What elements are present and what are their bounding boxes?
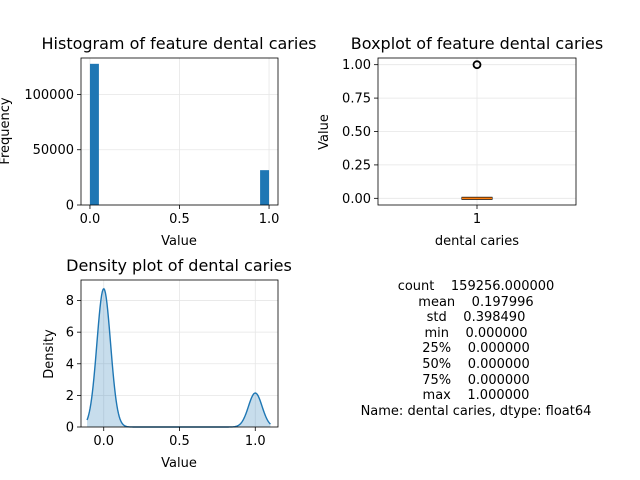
stat-row: count 159256.000000	[397, 279, 555, 294]
density-ylabel: Density	[42, 329, 57, 379]
stat-row: min 0.000000	[424, 325, 528, 341]
boxplot-y-tick-label: 0.50	[342, 125, 371, 140]
stat-row: mean 0.197996	[418, 294, 534, 310]
histogram-x-tick-label: 1.0	[259, 212, 280, 227]
density-y-tick-label: 0	[66, 421, 74, 436]
boxplot-marks	[461, 60, 493, 200]
histogram-title: Histogram of feature dental caries	[42, 34, 317, 53]
boxplot-grid	[378, 58, 576, 205]
boxplot-outlier	[472, 60, 482, 70]
histogram-x-tick-label: 0.0	[80, 212, 101, 227]
density-y-tick-label: 8	[66, 294, 74, 309]
stat-row: 50% 0.000000	[422, 356, 530, 372]
density-x-tick-label: 0.5	[169, 434, 190, 449]
density-y-tick-label: 6	[66, 326, 74, 341]
histogram-bars	[89, 63, 270, 205]
histogram-bar	[89, 63, 99, 205]
boxplot-x-tick-label: 1	[473, 212, 481, 227]
histogram-bar	[260, 170, 270, 205]
boxplot-y-ticks: 0.00 0.25 0.50 0.75 1.00	[342, 58, 378, 207]
density-y-tick-label: 2	[66, 389, 74, 404]
density-x-tick-label: 1.0	[245, 434, 266, 449]
boxplot-y-tick-label: 1.00	[342, 58, 371, 73]
stat-row: std 0.398490	[426, 310, 526, 326]
stat-row: 25% 0.000000	[422, 341, 530, 357]
histogram-xlabel: Value	[161, 234, 197, 249]
histogram-grid	[81, 58, 278, 206]
boxplot-y-tick-label: 0.00	[342, 192, 371, 207]
histogram-y-ticks: 0 50000 100000	[24, 88, 81, 214]
density-xlabel: Value	[161, 456, 197, 471]
summary-statistics: count 159256.000000 mean 0.197996 std 0.39…	[330, 279, 622, 419]
density-panel: Density plot of dental caries 0.0 0.5 1.0 …	[42, 256, 292, 471]
density-area	[87, 288, 271, 427]
histogram-ylabel: Frequency	[0, 97, 13, 164]
boxplot-y-tick-label: 0.25	[342, 158, 371, 173]
histogram-x-tick-label: 0.5	[169, 212, 190, 227]
density-x-ticks: 0.0 0.5 1.0	[93, 427, 266, 449]
histogram-y-tick-label: 100000	[24, 88, 74, 103]
histogram-y-tick-label: 0	[66, 199, 74, 214]
boxplot-title: Boxplot of feature dental caries	[351, 34, 603, 53]
boxplot-panel: Boxplot of feature dental caries 1 0.000…	[317, 34, 603, 249]
stat-row: 75% 0.000000	[422, 372, 530, 388]
density-y-ticks: 0 2 4 6 8	[66, 294, 81, 436]
boxplot-xlabel: dental caries	[435, 234, 519, 249]
boxplot-y-tick-label: 0.75	[342, 92, 371, 107]
histogram-y-tick-label: 50000	[33, 143, 74, 158]
density-x-tick-label: 0.0	[93, 434, 114, 449]
density-title: Density plot of dental caries	[66, 256, 292, 275]
histogram-x-ticks: 0.0 0.5 1.0	[80, 205, 280, 227]
boxplot-x-ticks: 1	[473, 205, 481, 227]
histogram-panel: Histogram of feature dental caries 0.0 0.…	[0, 34, 317, 249]
stat-rows: count 159256.000000 mean 0.197996 std 0.39…	[330, 279, 622, 404]
stat-row: max 1.000000	[422, 388, 530, 404]
stat-footer: Name: dental caries, dtype: float64	[360, 403, 592, 419]
density-y-tick-label: 4	[66, 357, 74, 372]
boxplot-ylabel: Value	[317, 114, 332, 150]
